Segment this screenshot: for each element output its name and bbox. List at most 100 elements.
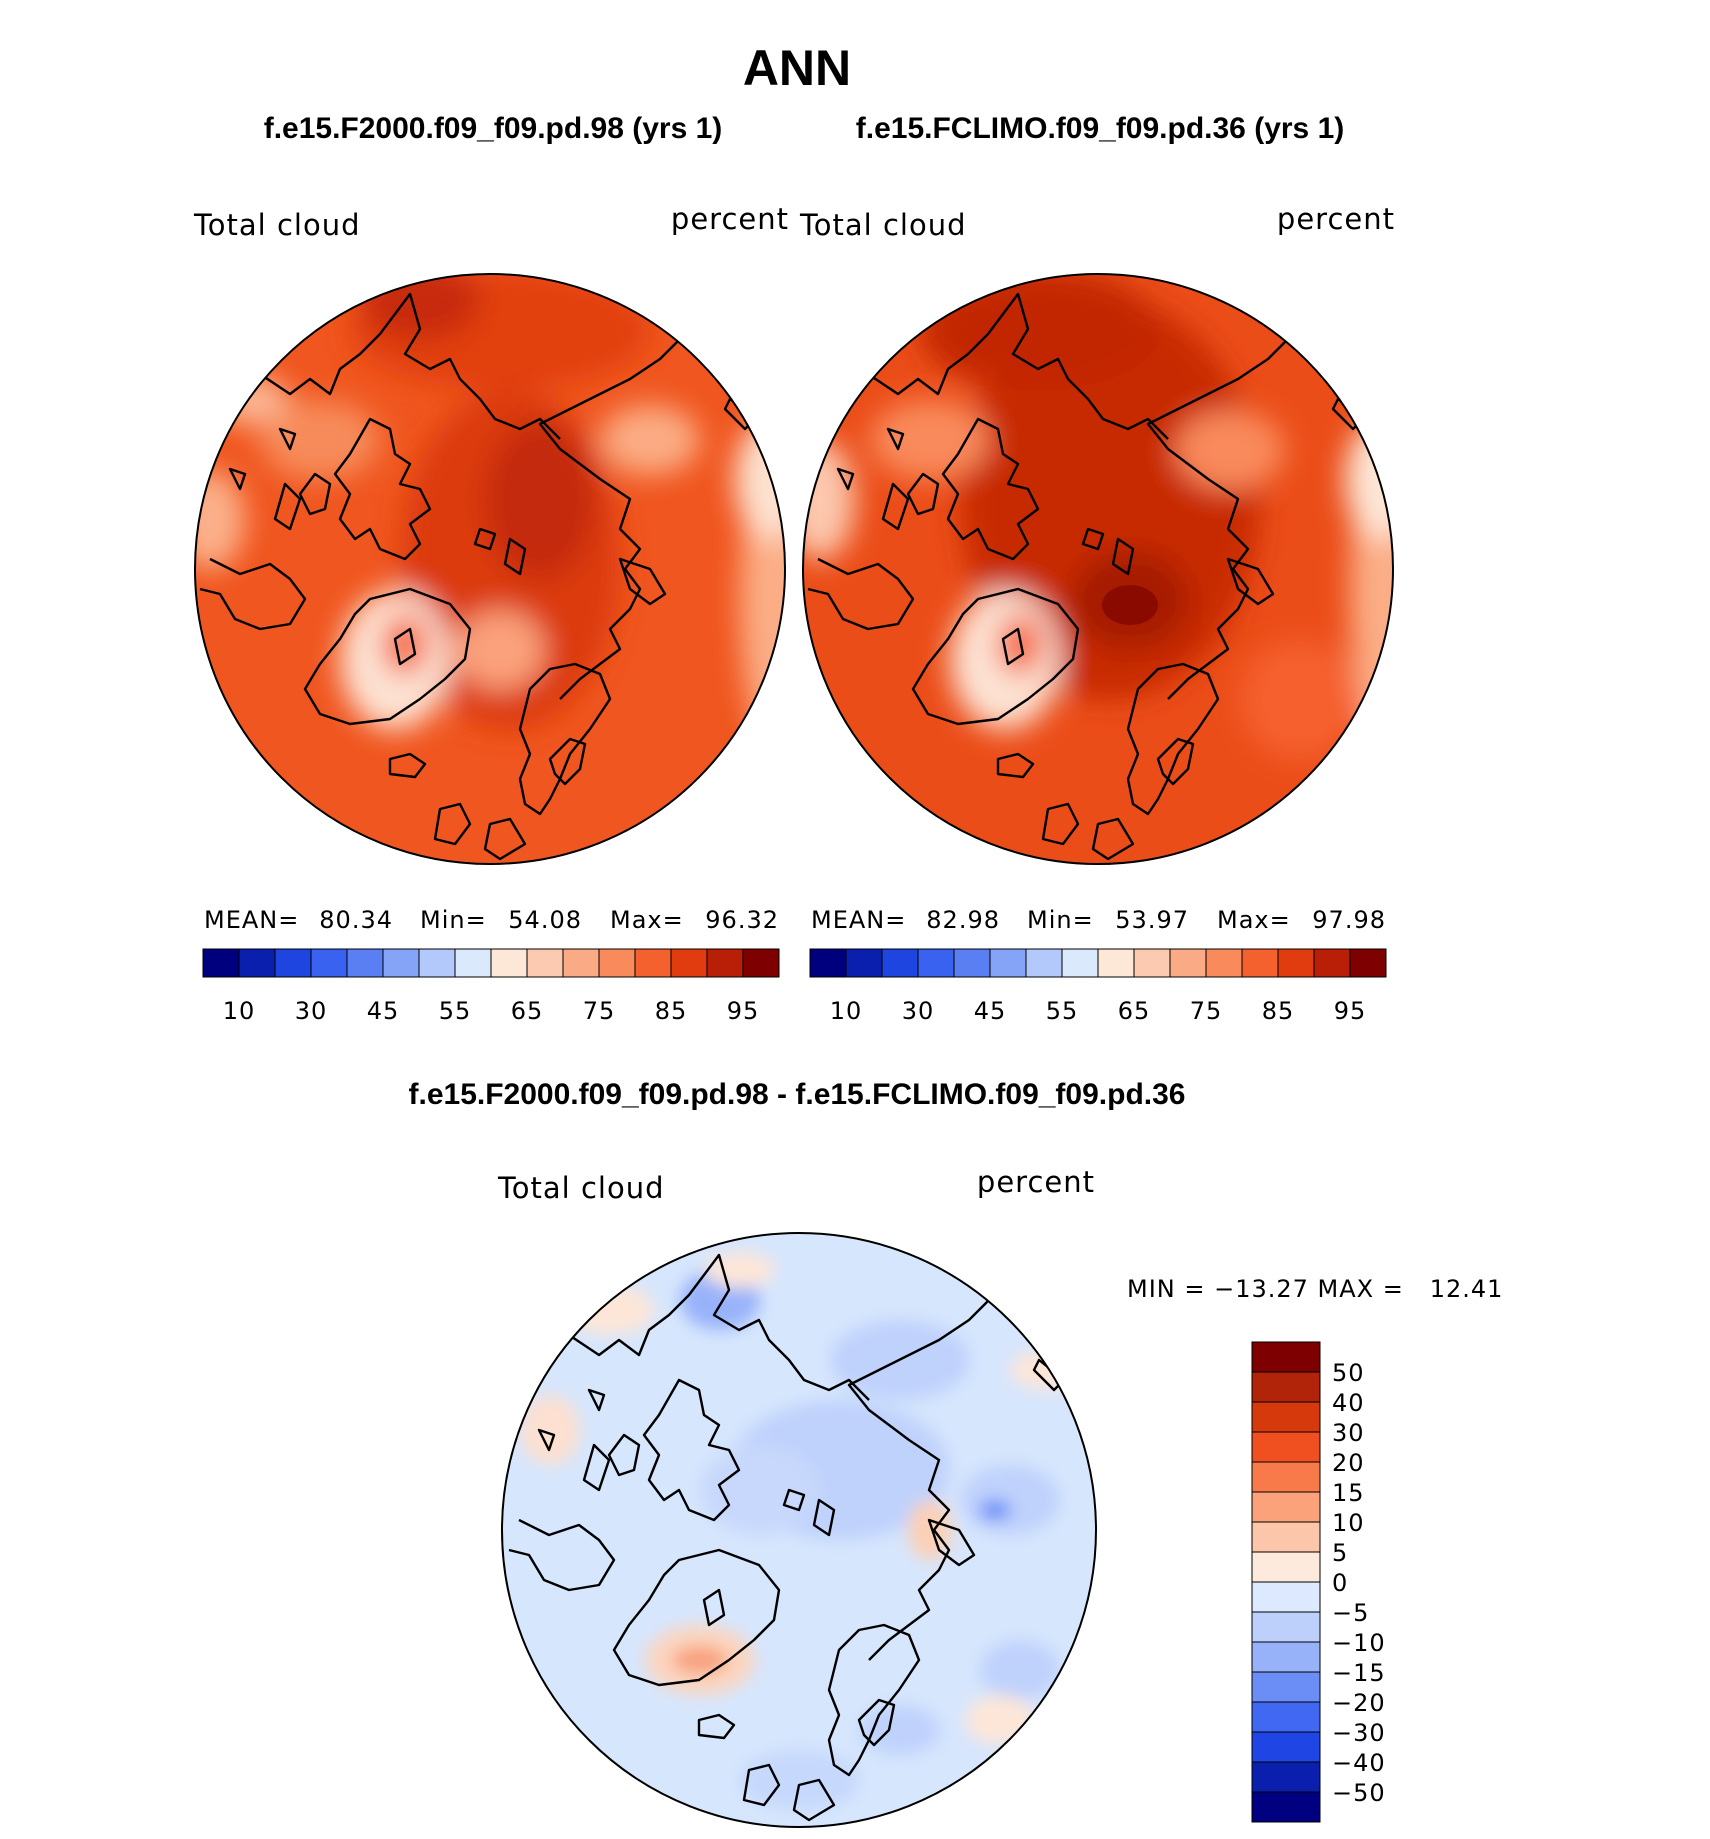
- panel-1-colorbar: [202, 948, 780, 978]
- panel-1-max-value: 96.32: [705, 906, 779, 934]
- colorbar-box: [1241, 948, 1279, 978]
- colorbar-box: [310, 948, 348, 978]
- colorbar-box: [670, 948, 708, 978]
- colorbar-tick-label: 50: [1332, 1359, 1365, 1387]
- colorbar-tick-label: 55: [1046, 997, 1079, 1025]
- panel-2-colorbar-ticks: 10 30 45 55 65 75 85 95: [830, 997, 1367, 1025]
- panel-2-title: f.e15.FCLIMO.f09_f09.pd.36 (yrs 1): [856, 112, 1345, 145]
- colorbar-box: [881, 948, 919, 978]
- colorbar-box: [1277, 948, 1315, 978]
- panel-1-map: [195, 274, 785, 864]
- diff-minmax: MIN = −13.27 MAX = 12.41: [1127, 1275, 1503, 1303]
- colorbar-box: [346, 948, 384, 978]
- panel-1-variable-label: Total cloud: [193, 208, 360, 242]
- colorbar-box: [1097, 948, 1135, 978]
- panel-1-colorbar-ticks: 10 30 45 55 65 75 85 95: [223, 997, 760, 1025]
- colorbar-box: [1133, 948, 1171, 978]
- colorbar-box: [1251, 1551, 1321, 1583]
- diff-title: f.e15.F2000.f09_f09.pd.98 - f.e15.FCLIMO…: [409, 1078, 1186, 1111]
- colorbar-tick-label: 10: [1332, 1509, 1365, 1537]
- colorbar-tick-label: −15: [1332, 1659, 1386, 1687]
- colorbar-box: [1025, 948, 1063, 978]
- colorbar-box: [1251, 1491, 1321, 1523]
- colorbar-box: [1251, 1521, 1321, 1553]
- colorbar-box: [1251, 1761, 1321, 1793]
- colorbar-tick-label: 45: [367, 997, 400, 1025]
- panel-2-variable-label: Total cloud: [799, 208, 966, 242]
- panel-1-title: f.e15.F2000.f09_f09.pd.98 (yrs 1): [264, 112, 723, 145]
- colorbar-tick-label: −20: [1332, 1689, 1386, 1717]
- colorbar-tick-label: −10: [1332, 1629, 1386, 1657]
- diff-panel: f.e15.F2000.f09_f09.pd.98 - f.e15.FCLIMO…: [409, 1078, 1503, 1828]
- colorbar-box: [742, 948, 780, 978]
- panel-2-map: [803, 274, 1393, 864]
- panel-2-min-value: 53.97: [1115, 906, 1189, 934]
- colorbar-box: [1251, 1641, 1321, 1673]
- colorbar-box: [562, 948, 600, 978]
- panel-1-mean-value: 80.34: [319, 906, 393, 934]
- panel-2-mean-value: 82.98: [926, 906, 1000, 934]
- colorbar-box: [1251, 1581, 1321, 1613]
- colorbar-tick-label: 20: [1332, 1449, 1365, 1477]
- panel-2-mean-label: MEAN=: [811, 906, 906, 934]
- colorbar-box: [1313, 948, 1351, 978]
- colorbar-box: [382, 948, 420, 978]
- colorbar-box: [202, 948, 240, 978]
- colorbar-tick-label: 85: [655, 997, 688, 1025]
- colorbar-box: [845, 948, 883, 978]
- panel-2-colorbar: [809, 948, 1387, 978]
- colorbar-box: [454, 948, 492, 978]
- colorbar-tick-label: 65: [511, 997, 544, 1025]
- colorbar-box: [526, 948, 564, 978]
- colorbar-tick-label: 75: [583, 997, 616, 1025]
- colorbar-box: [1251, 1731, 1321, 1763]
- panel-1-units-label: percent: [671, 202, 789, 236]
- colorbar-box: [1169, 948, 1207, 978]
- main-title: ANN: [743, 40, 851, 96]
- colorbar-tick-label: 30: [902, 997, 935, 1025]
- colorbar-tick-label: −40: [1332, 1749, 1386, 1777]
- colorbar-box: [634, 948, 672, 978]
- colorbar-tick-label: 30: [1332, 1419, 1365, 1447]
- colorbar-box: [809, 948, 847, 978]
- panel-2-stats: MEAN= 82.98 Min= 53.97 Max= 97.98: [811, 906, 1385, 934]
- colorbar-box: [1251, 1431, 1321, 1463]
- panel-1-stats: MEAN= 80.34 Min= 54.08 Max= 96.32: [204, 906, 779, 934]
- colorbar-box: [598, 948, 636, 978]
- colorbar-box: [1251, 1401, 1321, 1433]
- colorbar-tick-label: 30: [295, 997, 328, 1025]
- colorbar-box: [953, 948, 991, 978]
- colorbar-box: [1349, 948, 1387, 978]
- colorbar-box: [1251, 1461, 1321, 1493]
- colorbar-tick-label: −30: [1332, 1719, 1386, 1747]
- panel-1-min-value: 54.08: [508, 906, 582, 934]
- colorbar-box: [1251, 1371, 1321, 1403]
- colorbar-box: [1251, 1671, 1321, 1703]
- panel-2-min-label: Min=: [1027, 906, 1094, 934]
- colorbar-tick-label: 40: [1332, 1389, 1365, 1417]
- colorbar-tick-label: −50: [1332, 1779, 1386, 1807]
- colorbar-box: [1205, 948, 1243, 978]
- panel-1-mean-label: MEAN=: [204, 906, 299, 934]
- colorbar-tick-label: 95: [1334, 997, 1367, 1025]
- colorbar-box: [490, 948, 528, 978]
- colorbar-box: [1251, 1611, 1321, 1643]
- colorbar-box: [989, 948, 1027, 978]
- colorbar-box: [1061, 948, 1099, 978]
- colorbar-tick-label: 95: [727, 997, 760, 1025]
- panel-2-units-label: percent: [1277, 202, 1395, 236]
- colorbar-tick-label: 0: [1332, 1569, 1348, 1597]
- panel-1-max-label: Max=: [610, 906, 684, 934]
- panel-2-max-label: Max=: [1217, 906, 1291, 934]
- colorbar-box: [1251, 1791, 1321, 1823]
- colorbar-tick-label: 55: [439, 997, 472, 1025]
- colorbar-box: [1251, 1701, 1321, 1733]
- panel-1-min-label: Min=: [420, 906, 487, 934]
- panel-2: f.e15.FCLIMO.f09_f09.pd.36 (yrs 1) Total…: [799, 112, 1395, 1025]
- colorbar-tick-label: 10: [223, 997, 256, 1025]
- colorbar-box: [238, 948, 276, 978]
- colorbar-tick-label: 10: [830, 997, 863, 1025]
- colorbar-box: [917, 948, 955, 978]
- colorbar-tick-label: 45: [974, 997, 1007, 1025]
